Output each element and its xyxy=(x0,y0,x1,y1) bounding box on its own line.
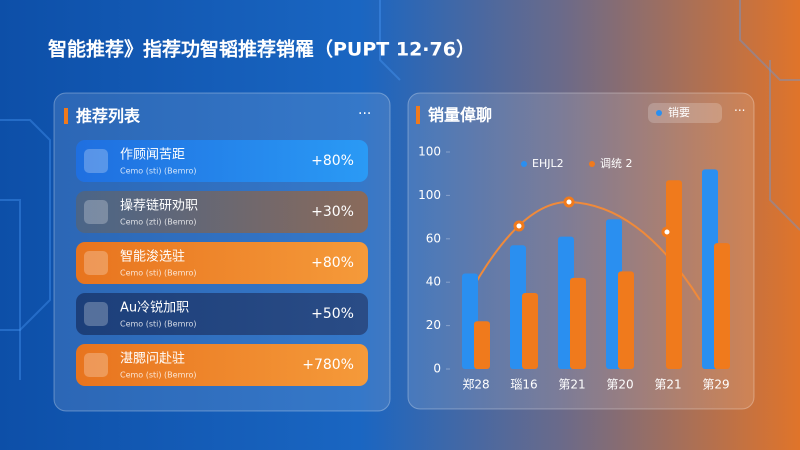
trend-dot xyxy=(513,220,525,232)
item-icon xyxy=(84,251,108,275)
trend-dot xyxy=(661,226,673,238)
list-item[interactable] xyxy=(76,140,368,182)
y-tick-label: 0 xyxy=(433,362,441,376)
list-title: 推荐列表 xyxy=(76,107,141,126)
list-item[interactable] xyxy=(76,191,368,233)
dropdown-label[interactable]: 销要 xyxy=(668,105,690,119)
bar xyxy=(570,277,586,369)
y-tick-label: 40 xyxy=(426,275,441,289)
item-title: Au冷锐加职 xyxy=(120,301,189,316)
dropdown[interactable] xyxy=(648,103,722,123)
item-icon xyxy=(84,200,108,224)
item-icon xyxy=(84,302,108,326)
item-value: +780% xyxy=(302,357,354,373)
legend-swatch xyxy=(521,161,527,167)
legend-label: EHJL2 xyxy=(532,157,564,170)
item-subtitle: Cemo (sti) (Bemro) xyxy=(120,167,197,176)
dropdown-dot xyxy=(656,110,662,116)
circuit-decor xyxy=(0,0,800,380)
y-tick-label: 100 xyxy=(418,145,441,159)
x-tick-label: 第21 xyxy=(654,378,681,392)
list-item[interactable] xyxy=(76,242,368,284)
legend-swatch xyxy=(589,161,595,167)
more-icon[interactable]: ··· xyxy=(358,106,371,122)
item-title: 作顾闻苦距 xyxy=(120,147,185,163)
y-tick-label: 20 xyxy=(426,318,441,332)
item-subtitle: Cemo (sti) (Bemro) xyxy=(120,269,197,278)
page-title: 智能推荐》指荐功智韬推荐销罹（PUPT 12·76） xyxy=(48,38,475,61)
item-value: +80% xyxy=(311,153,354,169)
y-tick-label: 100 xyxy=(418,188,441,202)
bar xyxy=(474,321,490,369)
x-tick-label: 郑28 xyxy=(462,377,489,392)
x-tick-label: 瑙16 xyxy=(510,378,537,392)
trend-dot xyxy=(563,196,575,208)
chart-title: 销量偉聊 xyxy=(428,106,492,125)
item-title: 智能浚选驻 xyxy=(120,250,185,265)
item-value: +50% xyxy=(311,306,354,322)
panel-accent xyxy=(64,108,68,124)
list-item[interactable] xyxy=(76,344,368,386)
item-subtitle: Cemo (zti) (Bemro) xyxy=(120,218,197,227)
item-subtitle: Cemo (sti) (Bemro) xyxy=(120,320,197,329)
item-title: 操荐链研劝职 xyxy=(120,198,198,214)
item-title: 湛腮问赴驻 xyxy=(120,352,185,367)
item-subtitle: Cemo (sti) (Bemro) xyxy=(120,371,197,380)
more-icon[interactable]: ··· xyxy=(734,104,745,118)
item-value: +80% xyxy=(311,255,354,271)
bar xyxy=(714,243,730,369)
item-value: +30% xyxy=(311,204,354,220)
bar xyxy=(618,271,634,369)
x-tick-label: 第21 xyxy=(558,378,585,392)
panel-accent xyxy=(416,106,420,124)
bar xyxy=(666,180,682,369)
y-tick-label: 60 xyxy=(426,231,441,245)
list-item[interactable] xyxy=(76,293,368,335)
item-icon xyxy=(84,353,108,377)
legend-label: 调统 2 xyxy=(600,157,633,170)
x-tick-label: 第20 xyxy=(606,378,633,392)
bar xyxy=(522,293,538,369)
item-icon xyxy=(84,149,108,173)
x-tick-label: 第29 xyxy=(702,378,729,392)
